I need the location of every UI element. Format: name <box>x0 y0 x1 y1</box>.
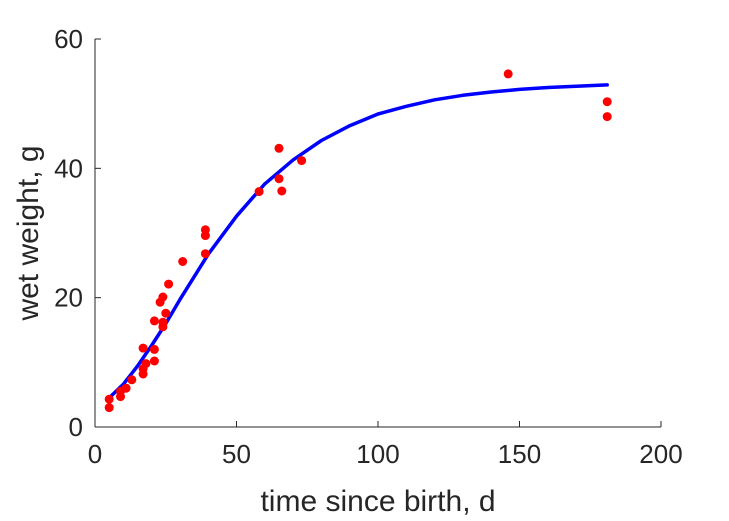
data-point <box>602 97 612 107</box>
data-point <box>158 292 168 302</box>
x-tick-label: 200 <box>639 439 682 469</box>
x-axis-label: time since birth, d <box>260 485 495 518</box>
fit-curve-line <box>107 83 609 400</box>
data-point <box>149 316 159 326</box>
x-tick-label: 150 <box>498 439 541 469</box>
data-point <box>274 143 284 153</box>
y-tick-label: 40 <box>54 153 83 183</box>
data-point <box>104 403 114 413</box>
x-tick-label: 100 <box>356 439 399 469</box>
data-point <box>121 383 131 393</box>
data-point <box>149 344 159 354</box>
y-tick-label: 0 <box>69 412 83 442</box>
data-point <box>602 112 612 122</box>
axes <box>94 39 661 428</box>
data-point <box>138 343 148 353</box>
data-point <box>277 186 287 196</box>
data-point <box>254 187 264 197</box>
data-point <box>503 69 513 79</box>
y-tick-label: 20 <box>54 283 83 313</box>
data-point <box>178 257 188 266</box>
data-point <box>200 249 210 259</box>
data-point <box>158 317 168 327</box>
data-point <box>127 375 137 385</box>
x-tick-label: 0 <box>88 439 102 469</box>
series-layer <box>104 69 612 413</box>
data-point <box>200 225 210 235</box>
data-point <box>297 156 307 166</box>
data-point <box>141 359 151 369</box>
x-tick-label: 50 <box>222 439 251 469</box>
y-tick-label: 60 <box>54 24 83 54</box>
data-point <box>149 356 159 366</box>
data-point <box>274 174 284 184</box>
ticks: 0 50 100 150 200 0 20 40 60 <box>54 24 683 469</box>
data-point <box>164 279 174 289</box>
data-point <box>104 394 114 404</box>
y-axis-label: wet weight, g <box>12 145 45 321</box>
data-point <box>161 308 171 318</box>
